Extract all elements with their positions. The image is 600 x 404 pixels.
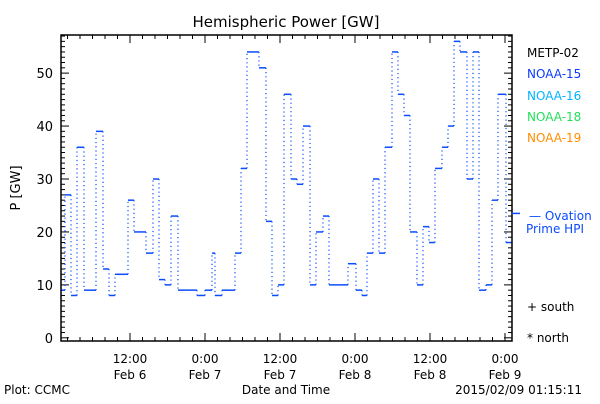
ovation-label-line1: — Ovation xyxy=(529,209,592,223)
legend-noaa-16: NOAA-16 xyxy=(527,89,581,103)
marker-north-label: * north xyxy=(527,331,569,345)
x-tick-date-label: Feb 8 xyxy=(414,368,447,382)
legend-metp-02: METP-02 xyxy=(527,46,579,60)
x-tick-time-label: 12:00 xyxy=(263,352,298,366)
y-axis-label: P [GW] xyxy=(9,165,24,210)
x-tick-date-label: Feb 6 xyxy=(114,368,147,382)
chart-title: Hemispheric Power [GW] xyxy=(193,13,380,31)
y-tick-label: 40 xyxy=(36,120,53,135)
x-tick-time-label: 12:00 xyxy=(113,352,148,366)
plot-frame xyxy=(60,34,513,342)
x-tick-date-label: Feb 7 xyxy=(189,368,222,382)
x-tick-time-label: 0:00 xyxy=(192,352,219,366)
marker-south-label: + south xyxy=(527,300,574,314)
x-tick-date-label: Feb 7 xyxy=(264,368,297,382)
y-tick-label: 0 xyxy=(45,332,53,347)
legend: METP-02 NOAA-15 NOAA-16 NOAA-18 NOAA-19 xyxy=(527,46,581,145)
y-tick-label: 30 xyxy=(36,173,53,188)
ovation-label-line2: Prime HPI xyxy=(526,222,584,236)
x-tick-time-label: 0:00 xyxy=(342,352,369,366)
legend-noaa-19: NOAA-19 xyxy=(527,131,581,145)
plot-credit: Plot: CCMC xyxy=(4,383,70,397)
x-tick-date-label: Feb 9 xyxy=(489,368,522,382)
x-axis-label: Date and Time xyxy=(242,383,330,397)
timestamp: 2015/02/09 01:15:11 xyxy=(455,383,582,397)
legend-noaa-18: NOAA-18 xyxy=(527,110,581,124)
x-tick-date-label: Feb 8 xyxy=(339,368,372,382)
legend-noaa-15: NOAA-15 xyxy=(527,67,581,81)
x-tick-time-label: 0:00 xyxy=(492,352,519,366)
y-tick-label: 50 xyxy=(36,67,53,82)
x-tick-time-label: 12:00 xyxy=(413,352,448,366)
y-tick-label: 10 xyxy=(36,279,53,294)
y-tick-label: 20 xyxy=(36,226,53,241)
